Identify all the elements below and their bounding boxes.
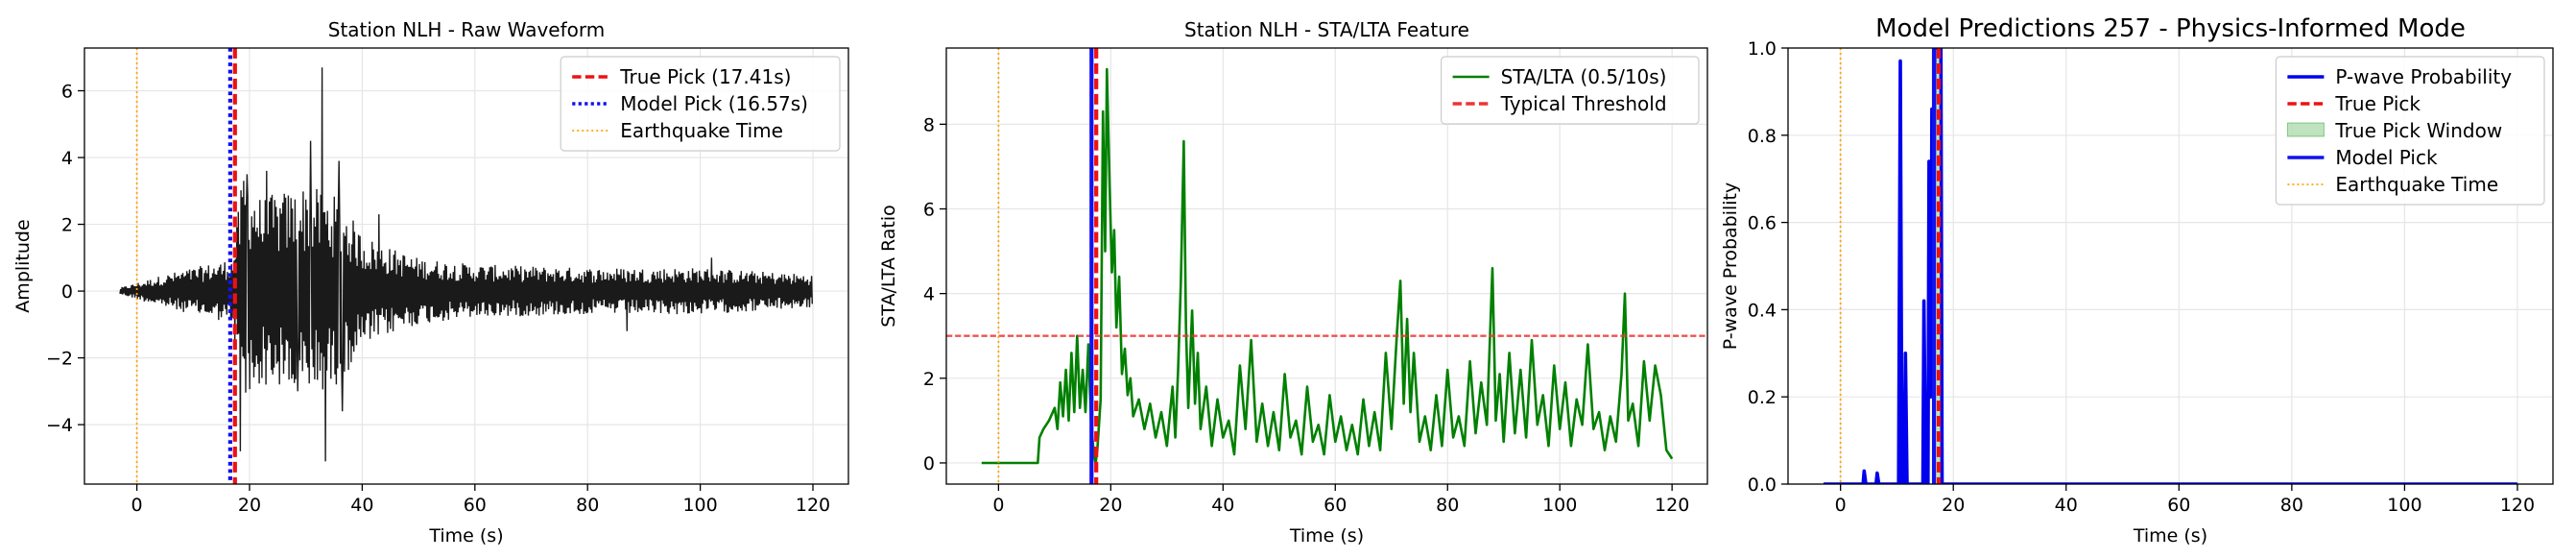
- x-tick-label: 60: [2167, 495, 2190, 516]
- legend: P-wave Probability True Pick True Pick Win…: [2275, 56, 2545, 206]
- legend-label: True Pick (17.41s): [619, 65, 791, 88]
- x-tick-label: 60: [464, 495, 487, 516]
- x-tick-label: 100: [2387, 495, 2421, 516]
- x-tick-label: 100: [1542, 495, 1577, 516]
- x-tick-label: 60: [1324, 495, 1347, 516]
- legend-label: True Pick Window: [2334, 119, 2502, 142]
- legend-label: Typical Threshold: [1500, 92, 1667, 115]
- x-tick-label: 20: [1942, 495, 1965, 516]
- legend-box: [560, 56, 841, 152]
- chart-2: 0 20 40 60 80 100 120 0 2 4 6 8 Station NLH - STA/LT…: [878, 18, 1708, 547]
- x-axis-label: Time (s): [1289, 525, 1364, 547]
- y-tick-label: 0.6: [1748, 213, 1777, 234]
- plot-area: [1824, 48, 2517, 484]
- legend-box: [2275, 56, 2545, 206]
- legend-label: Earthquake Time: [620, 119, 783, 142]
- y-tick-label: 0: [923, 453, 935, 474]
- x-tick-label: 0: [1835, 495, 1847, 516]
- y-tick-label: 0.2: [1748, 387, 1777, 408]
- y-tick-label: 6: [923, 199, 935, 220]
- y-tick-label: 0.8: [1748, 126, 1777, 147]
- x-tick-label: 0: [131, 495, 143, 516]
- y-tick-label: 1.0: [1748, 38, 1777, 60]
- y-axis-label: P-wave Probability: [1720, 182, 1741, 351]
- axes-frame: [83, 47, 849, 485]
- legend-swatch: [2286, 122, 2325, 137]
- x-tick-label: 120: [796, 495, 830, 516]
- legend-label: True Pick: [2334, 92, 2421, 115]
- legend: True Pick (17.41s) Model Pick (16.57s) Ear…: [560, 56, 841, 152]
- y-axis-label: Amplitude: [12, 219, 34, 312]
- chart-1: 0 20 40 60 80 100 120 −4 −2 0 2 4 6 Station NLH - Raw…: [12, 18, 849, 547]
- y-tick-label: −4: [46, 415, 73, 436]
- x-tick-label: 20: [238, 495, 261, 516]
- x-tick-label: 120: [1655, 495, 1689, 516]
- chart-title: Station NLH - STA/LTA Feature: [1184, 18, 1469, 41]
- x-tick-label: 100: [682, 495, 717, 516]
- legend-label: STA/LTA (0.5/10s): [1501, 65, 1667, 88]
- x-tick-label: 80: [2280, 495, 2303, 516]
- plot-area: [946, 48, 1707, 484]
- x-tick-label: 20: [1099, 495, 1122, 516]
- y-tick-label: 4: [61, 148, 73, 169]
- legend-box: [1440, 56, 1700, 125]
- y-tick-label: 2: [61, 215, 73, 236]
- series-line: [981, 67, 1674, 465]
- y-tick-label: 0: [61, 281, 73, 303]
- y-tick-label: 8: [923, 114, 935, 135]
- y-tick-label: 0.0: [1748, 474, 1777, 496]
- y-tick-label: 4: [923, 284, 935, 305]
- chart-title: Station NLH - Raw Waveform: [328, 18, 606, 41]
- x-tick-label: 80: [1436, 495, 1459, 516]
- legend-label: Model Pick (16.57s): [620, 92, 808, 115]
- legend-label: Model Pick: [2335, 146, 2438, 169]
- axes-frame: [945, 47, 1708, 485]
- y-tick-label: 2: [923, 369, 935, 390]
- chart-3: 0 20 40 60 80 100 120 0.0 0.2 0.4 0.6 0.8 1.0 Model P…: [1720, 14, 2554, 547]
- x-tick-label: 80: [576, 495, 599, 516]
- chart-title: Model Predictions 257 - Physics-Informed…: [1875, 14, 2466, 43]
- x-tick-label: 40: [1211, 495, 1234, 516]
- legend-label: Earthquake Time: [2335, 173, 2498, 196]
- x-axis-label: Time (s): [428, 525, 503, 547]
- y-tick-label: 6: [61, 81, 73, 102]
- x-tick-label: 40: [2055, 495, 2078, 516]
- legend: STA/LTA (0.5/10s) Typical Threshold: [1440, 56, 1700, 125]
- x-tick-label: 120: [2500, 495, 2535, 516]
- x-axis-label: Time (s): [2133, 525, 2207, 547]
- y-tick-label: −2: [46, 349, 73, 370]
- x-tick-label: 40: [350, 495, 373, 516]
- x-tick-label: 0: [992, 495, 1004, 516]
- y-tick-label: 0.4: [1748, 300, 1777, 321]
- legend-label: P-wave Probability: [2335, 65, 2512, 88]
- plot-area: [119, 48, 813, 484]
- y-axis-label: STA/LTA Ratio: [878, 205, 899, 328]
- axes-frame: [1787, 47, 2554, 485]
